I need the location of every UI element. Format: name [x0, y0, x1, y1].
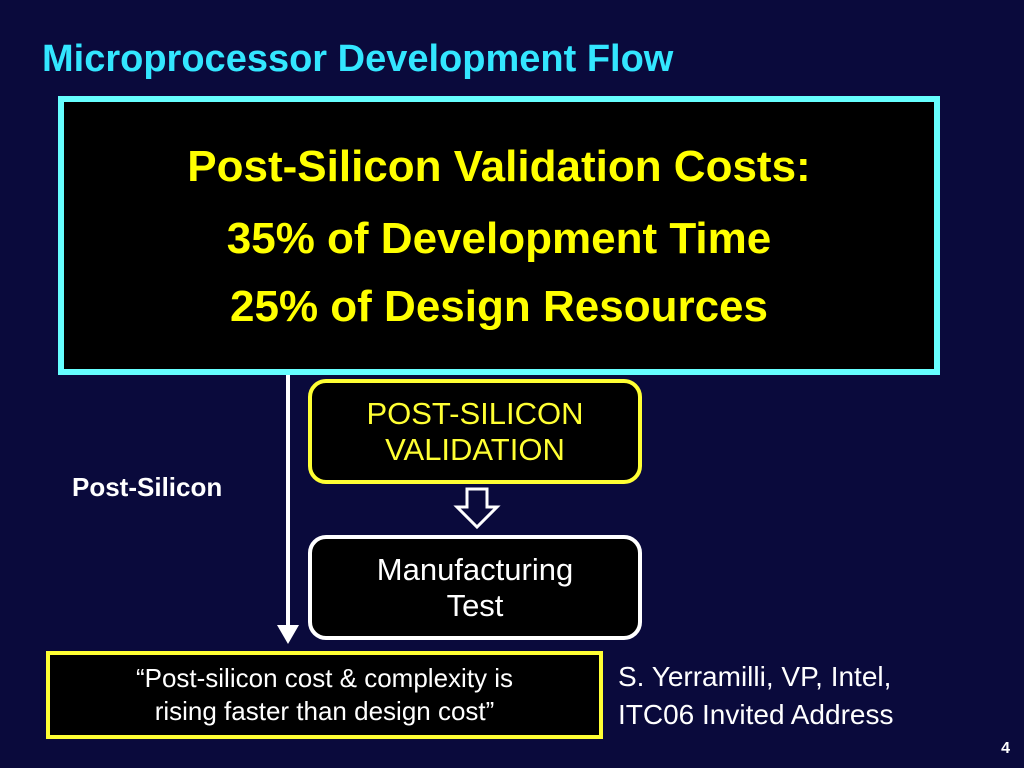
quote-line2: rising faster than design cost”	[154, 696, 495, 726]
post-silicon-validation-box: POST-SILICON VALIDATION	[308, 379, 642, 484]
attribution-line2: ITC06 Invited Address	[618, 699, 894, 730]
validation-label-line2: VALIDATION	[385, 431, 565, 467]
cost-callout-box: Post-Silicon Validation Costs: 35% of De…	[58, 96, 940, 375]
phase-label: Post-Silicon	[72, 472, 223, 502]
validation-label-line1: POST-SILICON	[366, 395, 584, 431]
callout-time-stat: 35% of Development Time	[226, 214, 772, 263]
hollow-down-arrow-icon	[453, 487, 501, 530]
attribution-line1: S. Yerramilli, VP, Intel,	[618, 661, 892, 692]
mfg-label-line1: Manufacturing	[376, 551, 574, 587]
quote-attribution: S. Yerramilli, VP, Intel, ITC06 Invited …	[618, 658, 893, 734]
quote-line1: “Post-silicon cost & complexity is	[135, 663, 514, 693]
quote-box: “Post-silicon cost & complexity is risin…	[46, 651, 603, 739]
page-number: 4	[1001, 740, 1010, 757]
mfg-label-line2: Test	[446, 587, 504, 623]
down-arrow-icon	[277, 369, 299, 644]
slide-title: Microprocessor Development Flow	[42, 38, 674, 80]
manufacturing-test-box: Manufacturing Test	[308, 535, 642, 640]
callout-heading: Post-Silicon Validation Costs:	[187, 142, 811, 191]
callout-resource-stat: 25% of Design Resources	[230, 282, 768, 331]
